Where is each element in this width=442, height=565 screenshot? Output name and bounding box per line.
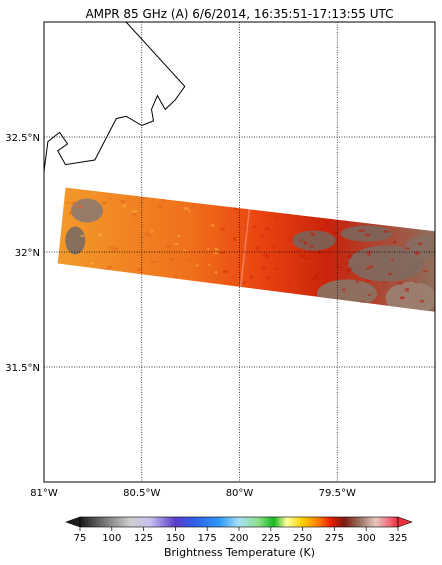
longitude-tick-label: 80.5°W <box>123 488 160 499</box>
colorbar-tick-label: 100 <box>102 533 121 544</box>
graticule <box>44 22 435 482</box>
coastline <box>44 22 186 172</box>
longitude-tick-label: 80°W <box>226 488 254 499</box>
latitude-tick-label: 31.5°N <box>5 363 40 374</box>
colorbar-bar <box>79 516 399 528</box>
colorbar-extend-high <box>397 516 413 528</box>
longitude-tick-label: 79.5°W <box>319 488 356 499</box>
colorbar-tick-label: 125 <box>134 533 153 544</box>
latitude-tick-label: 32°N <box>15 248 40 259</box>
colorbar-tick-label: 325 <box>388 533 407 544</box>
colorbar-tick-label: 250 <box>293 533 312 544</box>
map-title: AMPR 85 GHz (A) 6/6/2014, 16:35:51-17:13… <box>85 7 393 21</box>
colorbar-tick-label: 75 <box>74 533 87 544</box>
colorbar-tick-label: 200 <box>229 533 248 544</box>
latitude-tick-labels: 32.5°N 32°N 31.5°N <box>5 133 40 374</box>
colorbar-tick-label: 300 <box>357 533 376 544</box>
longitude-tick-labels: 81°W 80.5°W 80°W 79.5°W <box>30 488 356 499</box>
colorbar-tick-label: 275 <box>325 533 344 544</box>
colorbar-tick-label: 150 <box>166 533 185 544</box>
map-frame <box>43 21 436 483</box>
map-plot-area <box>44 22 435 482</box>
colorbar-tick-label: 225 <box>261 533 280 544</box>
colorbar-label: Brightness Temperature (K) <box>164 546 315 559</box>
colorbar-tick-label: 175 <box>198 533 217 544</box>
colorbar: 75 100 125 150 175 200 225 250 275 300 325 Brightn… <box>65 516 413 559</box>
longitude-tick-label: 81°W <box>30 488 58 499</box>
colorbar-ticks: 75 100 125 150 175 200 225 250 275 300 325 <box>74 527 408 544</box>
radiometer-swath <box>57 187 435 312</box>
latitude-tick-label: 32.5°N <box>5 133 40 144</box>
colorbar-extend-low <box>65 516 81 528</box>
